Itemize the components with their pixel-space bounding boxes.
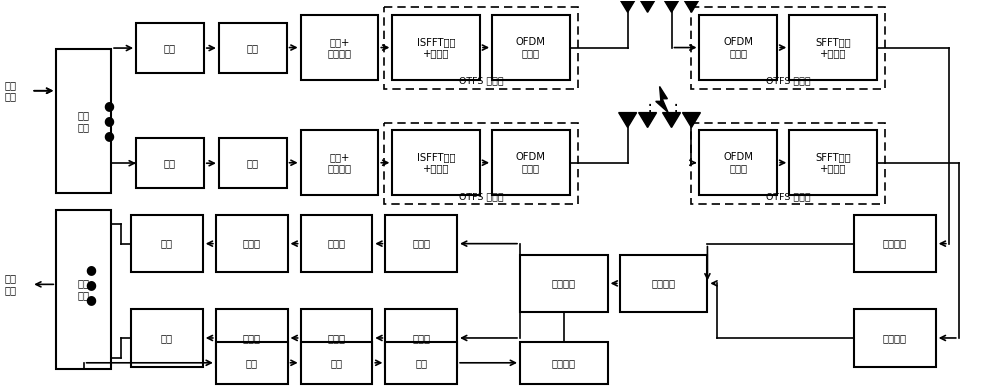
Text: 映射+
导频插入: 映射+ 导频插入 — [327, 37, 351, 58]
Bar — [56, 210, 111, 369]
Bar — [854, 309, 936, 367]
Text: 比特
输出: 比特 输出 — [4, 273, 16, 295]
Text: 解交织: 解交织 — [243, 239, 261, 249]
Bar — [219, 138, 287, 188]
Text: 交织: 交织 — [247, 43, 259, 53]
Text: ∶: ∶ — [673, 99, 678, 118]
Text: 信道估计: 信道估计 — [652, 278, 676, 288]
Text: OFDM
调制器: OFDM 调制器 — [516, 152, 546, 174]
Bar — [789, 131, 877, 195]
Text: 去导频: 去导频 — [412, 333, 430, 343]
Text: 译码: 译码 — [161, 239, 173, 249]
Text: OTFS 调制器: OTFS 调制器 — [459, 192, 503, 201]
Text: OTFS 解调器: OTFS 解调器 — [766, 192, 811, 201]
Bar — [216, 342, 288, 384]
Bar — [385, 215, 457, 273]
Polygon shape — [663, 113, 680, 128]
Bar — [854, 215, 936, 273]
Text: 解映射: 解映射 — [327, 239, 345, 249]
Bar — [131, 309, 203, 367]
Bar — [136, 23, 204, 73]
Bar — [385, 309, 457, 367]
Bar — [789, 15, 877, 80]
Polygon shape — [639, 113, 657, 128]
Bar — [219, 23, 287, 73]
Bar — [392, 131, 480, 195]
Bar — [301, 309, 372, 367]
Polygon shape — [619, 113, 637, 128]
Text: 导频提取: 导频提取 — [883, 333, 907, 343]
Text: 编码: 编码 — [164, 158, 176, 168]
Text: 译码: 译码 — [161, 333, 173, 343]
Bar — [301, 15, 378, 80]
Bar — [691, 122, 885, 204]
Polygon shape — [682, 0, 700, 12]
Text: ISFFT变换
+窗函数: ISFFT变换 +窗函数 — [417, 37, 455, 58]
Text: 比特
输入: 比特 输入 — [4, 80, 16, 101]
Bar — [216, 215, 288, 273]
Bar — [136, 138, 204, 188]
Bar — [131, 215, 203, 273]
Text: OFDM
调制器: OFDM 调制器 — [516, 37, 546, 58]
Text: 映射: 映射 — [415, 358, 427, 368]
Text: 符号检测: 符号检测 — [552, 278, 576, 288]
Text: SFFT变换
+窗函数: SFFT变换 +窗函数 — [815, 152, 851, 174]
Bar — [620, 255, 707, 312]
Text: 交织: 交织 — [247, 158, 259, 168]
Polygon shape — [656, 87, 668, 112]
Text: OFDM
解调器: OFDM 解调器 — [723, 37, 753, 58]
Text: 解交织: 解交织 — [243, 333, 261, 343]
Polygon shape — [663, 0, 680, 12]
Polygon shape — [682, 113, 700, 128]
Text: 并串
变换: 并串 变换 — [78, 278, 90, 300]
Bar — [492, 131, 570, 195]
Text: 去导频: 去导频 — [412, 239, 430, 249]
Text: 数据提取: 数据提取 — [552, 358, 576, 368]
Text: ∶: ∶ — [647, 99, 652, 118]
Bar — [691, 7, 885, 89]
Text: 解映射: 解映射 — [327, 333, 345, 343]
Text: 串并
变换: 串并 变换 — [78, 110, 90, 132]
Bar — [56, 49, 111, 193]
Text: OFDM
解调器: OFDM 解调器 — [723, 152, 753, 174]
Text: 导频提取: 导频提取 — [883, 239, 907, 249]
Text: 编码: 编码 — [164, 43, 176, 53]
Polygon shape — [619, 0, 637, 12]
Bar — [492, 15, 570, 80]
Bar — [392, 15, 480, 80]
Bar — [384, 7, 578, 89]
Text: ●
●
●: ● ● ● — [104, 99, 115, 142]
Text: 交织: 交织 — [330, 358, 342, 368]
Bar — [384, 122, 578, 204]
Bar — [699, 15, 777, 80]
Bar — [385, 342, 457, 384]
Text: 编码: 编码 — [246, 358, 258, 368]
Text: ISFFT变换
+窗函数: ISFFT变换 +窗函数 — [417, 152, 455, 174]
Bar — [520, 255, 608, 312]
Text: ●
●
●: ● ● ● — [86, 263, 97, 306]
Text: SFFT变换
+窗函数: SFFT变换 +窗函数 — [815, 37, 851, 58]
Text: 映射+
导频插入: 映射+ 导频插入 — [327, 152, 351, 174]
Bar — [216, 309, 288, 367]
Bar — [301, 215, 372, 273]
Text: OTFS 解调器: OTFS 解调器 — [766, 77, 811, 86]
Bar — [699, 131, 777, 195]
Polygon shape — [639, 0, 657, 12]
Text: OTFS 调制器: OTFS 调制器 — [459, 77, 503, 86]
Bar — [301, 342, 372, 384]
Bar — [520, 342, 608, 384]
Bar — [301, 131, 378, 195]
